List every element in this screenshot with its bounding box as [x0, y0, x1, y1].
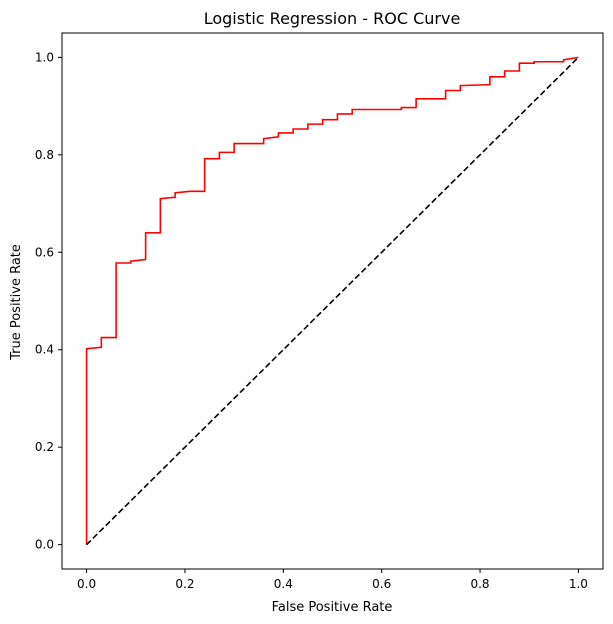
y-tick-label: 0.2	[35, 440, 54, 454]
y-tick-label: 0.6	[35, 245, 54, 259]
y-tick-label: 0.8	[35, 148, 54, 162]
x-tick-label: 0.4	[274, 577, 293, 591]
roc-curve-line	[85, 56, 579, 545]
x-tick-label: 0.8	[470, 577, 489, 591]
plot-frame	[61, 32, 604, 570]
chance-diagonal-line	[86, 56, 579, 546]
y-axis-label: True Positive Rate	[9, 244, 24, 361]
x-tick-label: 0.2	[175, 577, 194, 591]
x-axis-label: False Positive Rate	[272, 600, 393, 615]
x-tick-label: 0.0	[77, 577, 96, 591]
chart-title: Logistic Regression - ROC Curve	[204, 9, 461, 28]
y-tick-label: 1.0	[35, 50, 54, 64]
y-tick-label: 0.4	[35, 343, 54, 357]
y-tick-label: 0.0	[35, 538, 54, 552]
x-tick-label: 1.0	[569, 577, 588, 591]
x-tick-label: 0.6	[372, 577, 391, 591]
